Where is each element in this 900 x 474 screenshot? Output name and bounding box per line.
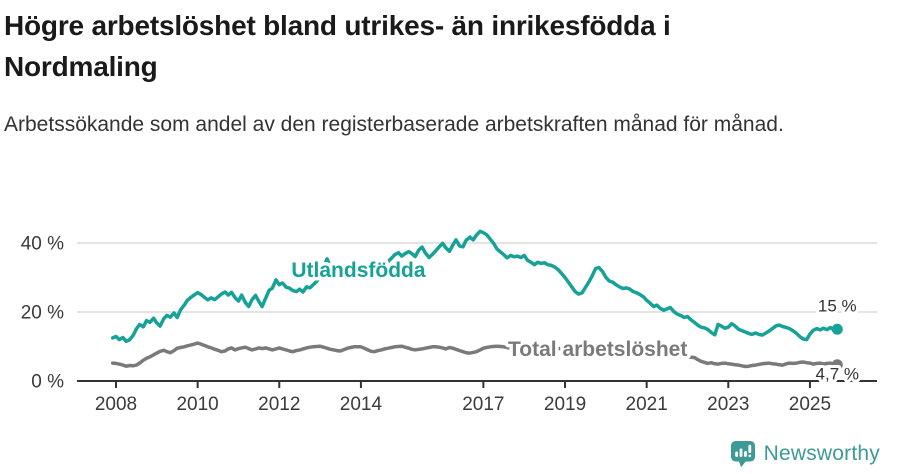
series-end-value-label: 15 % (818, 296, 857, 315)
x-tick-label: 2012 (258, 394, 300, 415)
newsworthy-brand[interactable]: Newsworthy (730, 440, 880, 468)
x-tick-label: 2021 (626, 394, 668, 415)
brand-name: Newsworthy (763, 442, 880, 465)
series-end-value-label: 4,7 % (816, 364, 859, 383)
series-line-utlandsf-dda (110, 229, 840, 344)
gridlines: 0 % 20 % 40 % (21, 234, 877, 393)
series-labels: Utlandsfödda Total arbetslöshet 15 % 4,7 % (288, 255, 862, 386)
page-subtitle: Arbetssökande som andel av den registerb… (4, 113, 784, 137)
chart-header: Högre arbetslöshet bland utrikes- än inr… (4, 6, 824, 139)
x-tick-label: 2017 (462, 394, 504, 415)
series-lines (110, 229, 840, 369)
page-title: Högre arbetslöshet bland utrikes- än inr… (4, 10, 671, 82)
x-tick-label: 2023 (707, 394, 749, 415)
series-label: Total arbetslöshet (508, 338, 687, 361)
x-axis: 2008 2010 2012 2014 2017 2019 2021 2023 2025 (77, 380, 877, 415)
x-tick-label: 2010 (176, 394, 218, 415)
x-tick-label: 2014 (340, 394, 383, 415)
y-tick-label: 0 % (31, 372, 64, 393)
y-tick-label: 40 % (21, 234, 64, 255)
x-tick-label: 2008 (95, 394, 137, 415)
series-end-dot (831, 323, 843, 335)
series-line-total-arbetsl-shet (110, 341, 840, 369)
series-label: Utlandsfödda (291, 259, 425, 282)
series-end-dot (831, 359, 843, 371)
y-tick-label: 20 % (21, 303, 64, 324)
newsworthy-logo-icon (730, 441, 755, 468)
x-tick-label: 2019 (544, 394, 586, 415)
x-tick-label: 2025 (789, 394, 831, 415)
